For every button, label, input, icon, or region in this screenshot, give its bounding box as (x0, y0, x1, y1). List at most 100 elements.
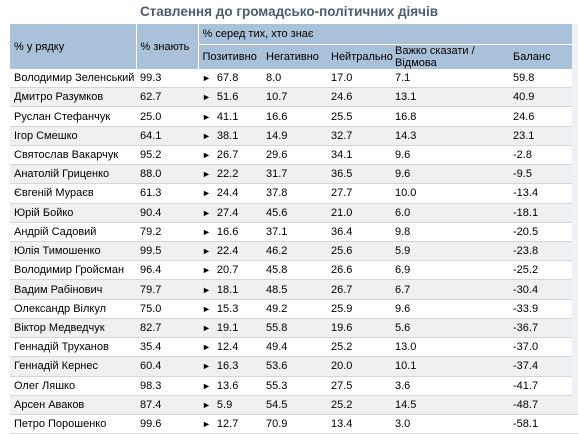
cell-negative-value: 29.6 (266, 148, 288, 161)
cell-positive-value: 38.1 (216, 129, 239, 142)
ratings-table-body: Володимир Зеленський 99.3 ► 67.8 8.0 17.0 7.1 5… (10, 69, 578, 434)
arrow-right-icon: ► (202, 380, 211, 391)
header-hard-to-say: Важко сказати / Відмова (391, 44, 509, 69)
cell-know-value: 64.1 (140, 129, 162, 142)
cell-negative-value: 10.7 (266, 91, 288, 104)
cell-positive: ► 18.1 (198, 279, 262, 300)
cell-know-value: 87.4 (140, 398, 162, 411)
cell-name-value: Юлія Тимошенко (14, 245, 101, 258)
table-row: Геннадій Труханов 35.4 ► 12.4 49.4 25.2 13.0 -3… (10, 337, 578, 358)
cell-know-value: 99.6 (140, 418, 162, 431)
arrow-right-icon: ► (202, 246, 211, 257)
table-row: Олександр Вілкул 75.0 ► 15.3 49.2 25.9 9.6 -33.… (10, 299, 578, 319)
cell-know-value: 62.7 (140, 91, 162, 104)
cell-positive: ► 22.4 (198, 241, 262, 262)
cell-positive-value: 22.4 (216, 245, 239, 258)
page-title: Ставлення до громадсько-політичних діячі… (139, 4, 439, 19)
cell-neutral: 25.6 (327, 241, 391, 262)
cell-balance-value: 23.1 (513, 129, 535, 142)
cell-know: 95.2 (136, 145, 198, 166)
cell-negative: 37.8 (262, 183, 327, 204)
cell-balance-value: -36.7 (513, 321, 539, 334)
cell-hard-to-say-value: 5.9 (395, 245, 411, 258)
cell-positive: ► 12.7 (198, 414, 262, 434)
cell-balance-value: -30.4 (513, 283, 539, 296)
cell-neutral-value: 26.7 (331, 283, 353, 296)
cell-negative: 53.6 (262, 356, 327, 377)
cell-negative-value: 16.6 (266, 110, 288, 123)
cell-hard-to-say-value: 10.1 (395, 360, 417, 373)
cell-hard-to-say: 6.7 (391, 279, 509, 300)
cell-negative-value: 31.7 (266, 168, 288, 181)
header-balance: Баланс (509, 44, 578, 69)
cell-know-value: 61.3 (140, 187, 162, 200)
arrow-right-icon: ► (202, 265, 211, 276)
cell-neutral: 25.5 (327, 106, 391, 127)
cell-balance-value: -23.8 (513, 245, 539, 258)
arrow-right-icon: ► (202, 188, 211, 199)
cell-know: 90.4 (136, 203, 198, 223)
cell-negative-value: 49.4 (266, 341, 288, 354)
cell-balance-value: -37.0 (513, 341, 539, 354)
table-row: Володимир Гройсман 96.4 ► 20.7 45.8 26.6 6.9 -2… (10, 260, 578, 281)
cell-name-value: Євгеній Мураєв (14, 187, 94, 200)
cell-positive-value: 24.4 (216, 187, 239, 200)
cell-neutral: 27.7 (327, 183, 391, 204)
cell-negative: 29.6 (262, 145, 327, 166)
cell-name-value: Олександр Вілкул (14, 302, 107, 315)
cell-neutral: 26.6 (327, 260, 391, 281)
cell-name-value: Арсен Аваков (14, 398, 85, 411)
cell-positive: ► 16.3 (198, 356, 262, 377)
cell-hard-to-say: 14.5 (391, 395, 509, 415)
arrow-right-icon: ► (202, 399, 211, 410)
cell-know-value: 75.0 (140, 302, 162, 315)
cell-hard-to-say: 5.6 (391, 318, 509, 339)
cell-negative: 37.1 (262, 222, 327, 242)
cell-positive: ► 24.4 (198, 183, 262, 204)
cell-balance: -20.5 (509, 222, 578, 242)
cell-balance-value: -25.2 (513, 264, 539, 277)
cell-hard-to-say: 5.9 (391, 241, 509, 262)
cell-negative: 46.2 (262, 241, 327, 262)
cell-negative: 31.7 (262, 164, 327, 185)
cell-balance: -25.2 (509, 260, 578, 281)
table-row: Дмитро Разумков 62.7 ► 51.6 10.7 24.6 13.1 40.9 (10, 87, 578, 108)
cell-balance-value: -9.5 (513, 168, 532, 181)
cell-know: 75.0 (136, 299, 198, 319)
cell-balance-value: -2.8 (513, 148, 532, 161)
arrow-right-icon: ► (202, 303, 211, 314)
cell-neutral: 19.6 (327, 318, 391, 339)
cell-hard-to-say-value: 13.0 (395, 341, 417, 354)
cell-negative: 45.6 (262, 203, 327, 223)
cell-neutral: 36.4 (327, 222, 391, 242)
cell-neutral-value: 25.9 (331, 302, 353, 315)
cell-positive-value: 27.4 (216, 206, 239, 219)
cell-negative-value: 14.9 (266, 129, 288, 142)
cell-hard-to-say-value: 9.6 (395, 148, 411, 161)
cell-neutral-value: 25.5 (331, 110, 353, 123)
cell-balance: -2.8 (509, 145, 578, 166)
cell-neutral: 32.7 (327, 126, 391, 146)
cell-negative-value: 70.9 (266, 418, 288, 431)
cell-positive-value: 41.1 (216, 110, 239, 123)
cell-name: Євгеній Мураєв (10, 183, 136, 204)
cell-hard-to-say-value: 6.9 (395, 264, 411, 277)
cell-balance-value: -58.1 (513, 418, 539, 431)
cell-name-value: Геннадій Кернес (14, 360, 99, 373)
cell-balance-value: -20.5 (513, 225, 539, 238)
header-positive: Позитивно (198, 44, 262, 69)
cell-positive-value: 22.2 (216, 168, 239, 181)
cell-name-value: Віктор Медведчук (14, 321, 105, 334)
cell-name-value: Юрій Бойко (14, 206, 74, 219)
cell-hard-to-say-value: 10.0 (395, 187, 417, 200)
ratings-table-container: % у рядку % знають % серед тих, хто знає… (10, 24, 578, 434)
cell-negative: 48.5 (262, 279, 327, 300)
cell-neutral: 21.0 (327, 203, 391, 223)
cell-hard-to-say: 7.1 (391, 69, 509, 89)
cell-know: 99.3 (136, 69, 198, 89)
cell-name: Святослав Вакарчук (10, 145, 136, 166)
cell-name: Володимир Гройсман (10, 260, 136, 281)
cell-negative: 8.0 (262, 69, 327, 89)
cell-name: Ігор Смешко (10, 126, 136, 146)
cell-name: Геннадій Кернес (10, 356, 136, 377)
